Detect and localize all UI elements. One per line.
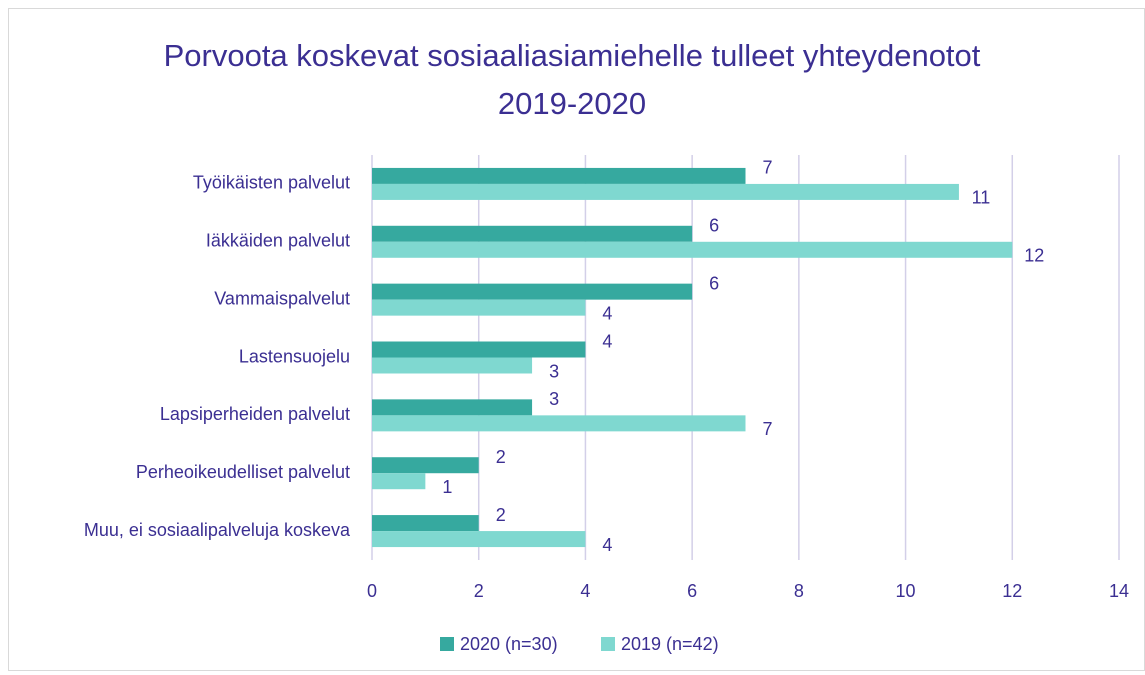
x-tick-label: 2 — [474, 581, 484, 601]
bar — [372, 515, 479, 532]
legend-label: 2020 (n=30) — [460, 634, 558, 654]
data-label: 6 — [709, 216, 719, 236]
legend-label: 2019 (n=42) — [621, 634, 719, 654]
y-tick-label: Muu, ei sosiaalipalveluja koskeva — [84, 520, 351, 540]
data-label: 2 — [496, 447, 506, 467]
y-tick-label: Työikäisten palvelut — [193, 173, 350, 193]
data-label: 6 — [709, 273, 719, 293]
x-tick-label: 4 — [580, 581, 590, 601]
data-label: 3 — [549, 389, 559, 409]
bar — [372, 473, 426, 490]
bar — [372, 283, 693, 300]
bar — [372, 299, 586, 316]
data-label: 7 — [762, 419, 772, 439]
bar — [372, 415, 746, 432]
x-tick-label: 6 — [687, 581, 697, 601]
data-label: 11 — [972, 188, 991, 208]
data-label: 7 — [762, 158, 772, 178]
x-tick-label: 10 — [896, 581, 916, 601]
bar — [372, 457, 479, 474]
x-tick-label: 0 — [367, 581, 377, 601]
bar — [372, 357, 533, 374]
data-label: 2 — [496, 505, 506, 525]
legend-swatch — [601, 637, 615, 651]
y-tick-label: Vammaispalvelut — [214, 288, 350, 308]
bar — [372, 183, 959, 200]
data-label: 4 — [602, 535, 612, 555]
bar — [372, 341, 586, 358]
y-tick-label: Lapsiperheiden palvelut — [160, 404, 350, 424]
x-tick-label: 14 — [1109, 581, 1129, 601]
data-label: 3 — [549, 361, 559, 381]
data-label: 4 — [602, 331, 612, 351]
x-tick-label: 8 — [794, 581, 804, 601]
bar — [372, 399, 533, 416]
legend-swatch — [440, 637, 454, 651]
bar — [372, 167, 746, 184]
bar — [372, 531, 586, 548]
y-tick-label: Iäkkäiden palvelut — [206, 231, 350, 251]
data-label: 4 — [602, 303, 612, 323]
data-label: 1 — [442, 477, 452, 497]
data-label: 12 — [1024, 246, 1044, 266]
y-tick-label: Perheoikeudelliset palvelut — [136, 462, 350, 482]
bar — [372, 241, 1013, 258]
y-tick-label: Lastensuojelu — [239, 346, 350, 366]
x-tick-label: 12 — [1002, 581, 1022, 601]
bar — [372, 225, 693, 242]
chart-title: Porvoota koskevat sosiaaliasiamiehelle t… — [163, 38, 981, 121]
